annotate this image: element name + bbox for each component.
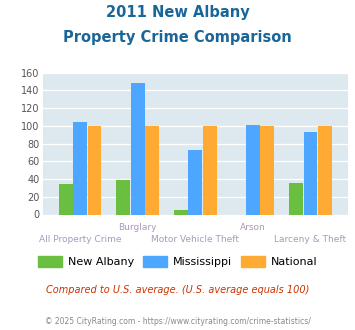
Text: Compared to U.S. average. (U.S. average equals 100): Compared to U.S. average. (U.S. average … xyxy=(46,285,309,295)
Text: All Property Crime: All Property Crime xyxy=(39,235,121,244)
Bar xyxy=(174,210,188,214)
Bar xyxy=(304,132,317,214)
Bar xyxy=(318,126,332,214)
Bar xyxy=(145,126,159,214)
Bar xyxy=(88,126,102,214)
Bar xyxy=(59,184,72,215)
Text: 2011 New Albany: 2011 New Albany xyxy=(106,5,249,20)
Bar xyxy=(260,126,274,214)
Bar xyxy=(116,180,130,214)
Text: Arson: Arson xyxy=(240,223,266,232)
Bar xyxy=(246,125,260,214)
Bar xyxy=(189,150,202,214)
Text: © 2025 CityRating.com - https://www.cityrating.com/crime-statistics/: © 2025 CityRating.com - https://www.city… xyxy=(45,317,310,326)
Legend: New Albany, Mississippi, National: New Albany, Mississippi, National xyxy=(33,251,322,271)
Bar xyxy=(131,83,144,214)
Text: Property Crime Comparison: Property Crime Comparison xyxy=(63,30,292,45)
Text: Motor Vehicle Theft: Motor Vehicle Theft xyxy=(151,235,239,244)
Bar xyxy=(289,182,303,214)
Text: Burglary: Burglary xyxy=(119,223,157,232)
Text: Larceny & Theft: Larceny & Theft xyxy=(274,235,346,244)
Bar xyxy=(73,122,87,214)
Bar xyxy=(203,126,217,214)
